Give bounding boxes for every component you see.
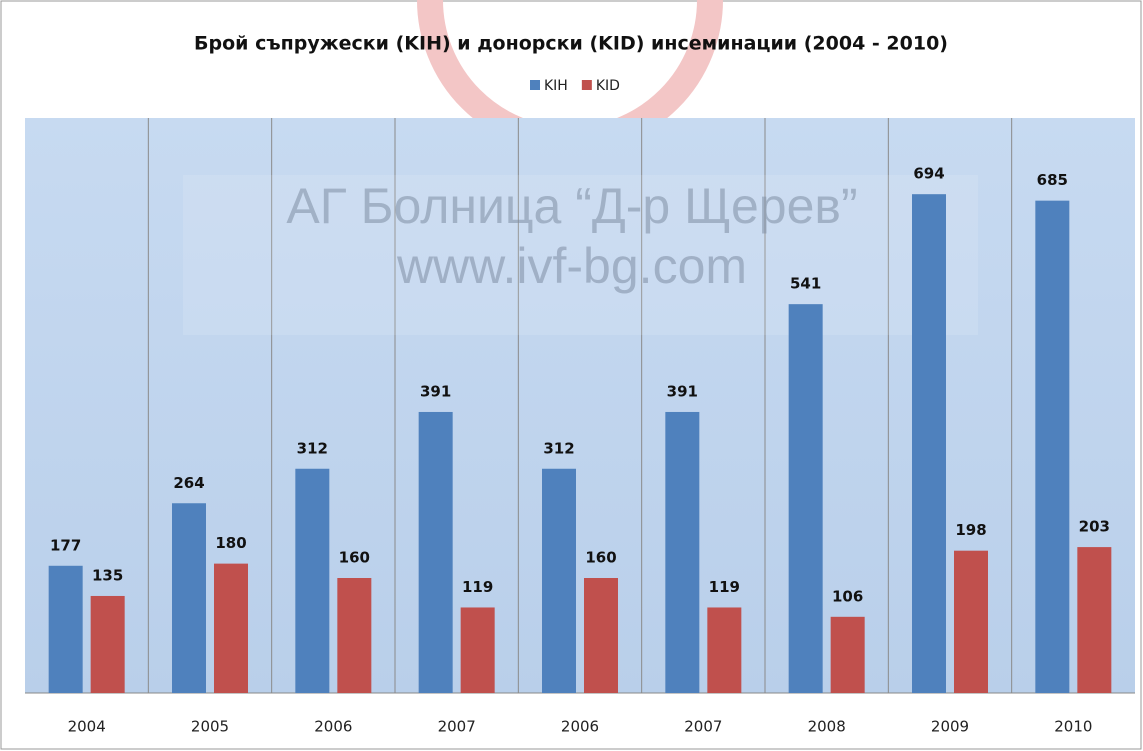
x-tick-label: 2007 [684,718,722,736]
legend-swatch [581,80,592,90]
data-label: 177 [50,536,81,554]
data-label: 160 [339,549,370,567]
x-tick-label: 2006 [314,718,352,736]
bar [1077,547,1112,693]
plot-area [25,118,1135,693]
bar [830,616,865,693]
x-tick-label: 2007 [438,718,476,736]
chart-title: Брой съпружески (KIH) и донорски (KID) и… [194,33,948,55]
watermark: www.ivf-bg.com [396,238,747,294]
legend: KIH KID [530,78,620,94]
data-label: 312 [543,439,574,457]
data-label: 312 [297,439,328,457]
watermark-box [183,175,978,335]
legend-label: KIH [544,78,568,94]
bar [665,411,700,693]
data-label: 119 [462,578,493,596]
bar [90,595,125,693]
data-label: 541 [790,275,821,293]
bar [707,607,742,693]
data-label: 391 [420,382,451,400]
bar [788,304,823,693]
legend-swatch [530,80,540,90]
bar [584,578,618,693]
data-label: 119 [709,578,740,596]
bar [48,565,83,693]
x-tick-label: 2008 [808,718,846,736]
data-label: 135 [92,566,123,584]
bar [172,503,206,693]
bar [1035,200,1070,693]
bar [337,578,372,693]
data-label: 198 [955,521,986,539]
bar [460,607,495,693]
data-label: 106 [832,587,863,605]
data-label: 264 [173,474,204,492]
bar [418,411,453,693]
bar [542,468,576,693]
data-label: 180 [215,534,246,552]
bar [295,468,330,693]
data-label: 694 [913,165,944,183]
x-tick-label: 2009 [931,718,969,736]
x-tick-label: 2004 [68,718,106,736]
legend-label: KID [596,78,620,94]
x-tick-label: 2010 [1054,718,1092,736]
data-label: 160 [585,549,616,567]
x-tick-label: 2005 [191,718,229,736]
x-tick-label: 2006 [561,718,599,736]
watermark: АГ Болница “Д-р Щерев” [286,178,857,234]
bar [214,563,248,693]
bar [912,194,946,693]
data-label: 391 [667,382,698,400]
bar [954,550,988,693]
data-label: 203 [1079,518,1110,536]
data-label: 685 [1037,171,1068,189]
